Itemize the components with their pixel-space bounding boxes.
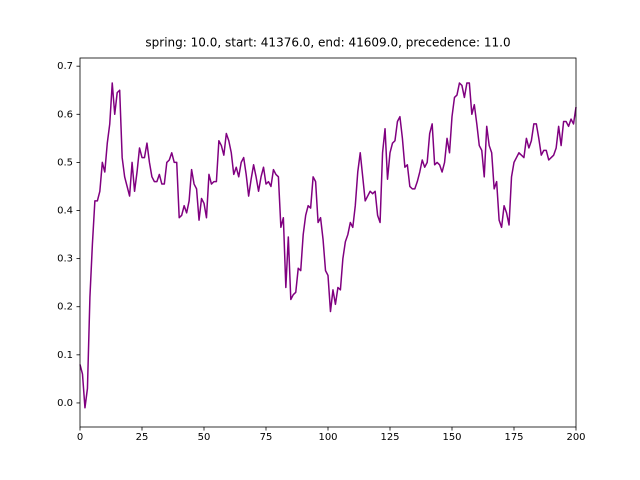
x-tick-label: 0 <box>77 432 83 443</box>
y-tick-label: 0.4 <box>57 206 73 217</box>
axes-frame <box>79 57 577 428</box>
y-tick-label: 0.1 <box>57 350 73 361</box>
x-tick-label: 50 <box>198 432 211 443</box>
y-tick-label: 0.5 <box>57 157 73 168</box>
y-tick-label: 0.0 <box>57 398 73 409</box>
y-tick-label: 0.3 <box>57 254 73 265</box>
x-tick-label: 150 <box>442 432 461 443</box>
y-tick-label: 0.6 <box>57 109 73 120</box>
x-tick-label: 100 <box>318 432 337 443</box>
chart-title: spring: 10.0, start: 41376.0, end: 41609… <box>145 36 510 50</box>
y-tick-label: 0.2 <box>57 302 73 313</box>
x-tick-label: 75 <box>260 432 273 443</box>
y-tick-label: 0.7 <box>57 61 73 72</box>
x-tick-label: 125 <box>380 432 399 443</box>
x-tick-label: 200 <box>566 432 585 443</box>
x-tick-label: 25 <box>136 432 149 443</box>
x-tick-label: 175 <box>504 432 523 443</box>
data-line <box>79 82 577 409</box>
